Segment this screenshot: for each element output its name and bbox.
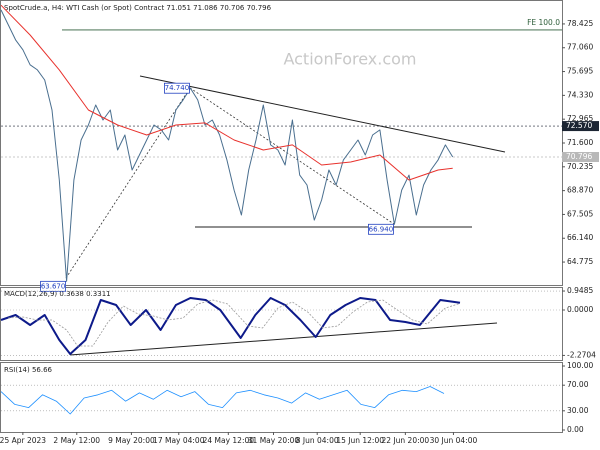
price-panel bbox=[0, 0, 563, 286]
y-tick-label: 68.870 bbox=[567, 186, 593, 195]
price-annotation: 63.670 bbox=[41, 282, 66, 290]
y-tick-label: 70.00 bbox=[567, 380, 589, 389]
fe-label: FE 100.0 bbox=[527, 18, 560, 27]
macd-title: MACD(12,26,9) 0.3638 0.3311 bbox=[4, 290, 111, 298]
y-tick-label: 77.060 bbox=[567, 43, 593, 52]
x-tick-label: 30 Jun 04:00 bbox=[430, 436, 478, 445]
price-annotation: 74.740 bbox=[165, 84, 190, 92]
macd-trendline bbox=[69, 322, 498, 356]
series-line bbox=[0, 9, 454, 282]
price-annotation-box bbox=[368, 223, 394, 235]
rsi-title: RSI(14) 56.66 bbox=[4, 366, 53, 374]
y-tick-label: 0.0000 bbox=[567, 305, 593, 314]
price-level-label: 70.796 bbox=[566, 152, 592, 161]
y-tick-label: 64.775 bbox=[567, 257, 593, 266]
series-line bbox=[8, 299, 461, 347]
y-tick-label: 66.140 bbox=[567, 233, 593, 242]
projection-line bbox=[65, 87, 191, 279]
y-tick-label: 30.00 bbox=[567, 406, 589, 415]
y-tick-label: 78.425 bbox=[567, 19, 593, 28]
y-tick-label: -2.2704 bbox=[567, 350, 596, 359]
price-annotation-box bbox=[164, 82, 190, 94]
x-tick-label: 2 May 12:00 bbox=[53, 436, 100, 445]
price-annotation-box bbox=[40, 280, 66, 292]
macd-panel bbox=[0, 287, 563, 361]
price-level-tag bbox=[562, 121, 599, 132]
y-tick-label: 71.600 bbox=[567, 138, 593, 147]
y-tick-label: 67.505 bbox=[567, 209, 593, 218]
x-tick-label: 24 May 12:00 bbox=[203, 436, 255, 445]
y-tick-label: 0.9485 bbox=[567, 286, 593, 295]
x-tick-label: 9 May 20:00 bbox=[108, 436, 155, 445]
price-level-label: 72.570 bbox=[566, 121, 592, 130]
chart-title: SpotCrude.a, H4: WTI Cash (or Spot) Cont… bbox=[4, 4, 272, 12]
x-tick-label: 31 May 20:00 bbox=[248, 436, 300, 445]
x-tick-label: 17 May 04:00 bbox=[153, 436, 205, 445]
series-line bbox=[0, 297, 461, 355]
x-tick-label: 22 Jun 20:00 bbox=[382, 436, 430, 445]
series-line bbox=[0, 386, 445, 415]
y-tick-label: 72.965 bbox=[567, 114, 593, 123]
x-tick-label: 8 Jun 04:00 bbox=[296, 436, 339, 445]
projection-line bbox=[189, 87, 395, 225]
x-tick-label: 25 Apr 2023 bbox=[0, 436, 46, 445]
y-tick-label: 100.00 bbox=[567, 361, 593, 370]
resistance-trendline bbox=[139, 75, 506, 153]
price-level-tag bbox=[562, 152, 599, 163]
watermark: ActionForex.com bbox=[283, 50, 416, 69]
y-tick-label: 70.235 bbox=[567, 162, 593, 171]
y-tick-label: 74.330 bbox=[567, 90, 593, 99]
y-tick-label: 0.00 bbox=[567, 425, 584, 434]
price-annotation: 66.940 bbox=[369, 225, 394, 233]
x-tick-label: 15 Jun 12:00 bbox=[336, 436, 384, 445]
rsi-panel bbox=[0, 362, 563, 433]
y-tick-label: 75.695 bbox=[567, 67, 593, 76]
series-line bbox=[0, 4, 453, 181]
